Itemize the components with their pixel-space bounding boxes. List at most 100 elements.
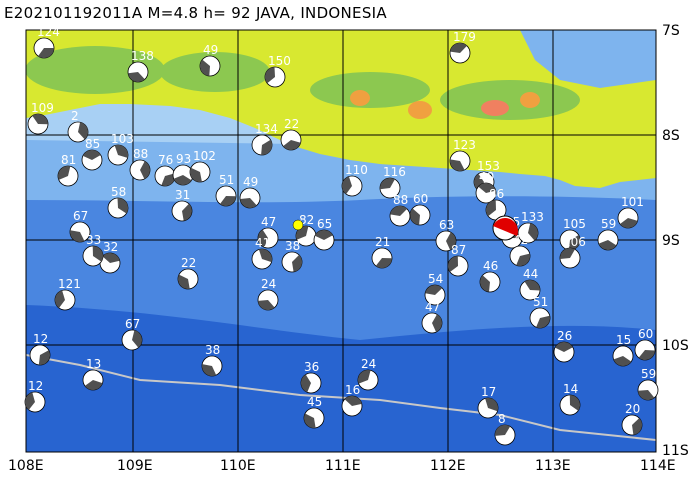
event-marker[interactable] (257, 227, 279, 249)
event-label: 93 (176, 152, 191, 166)
event-marker[interactable] (215, 185, 237, 207)
lon-axis: 108E 109E 110E 111E 112E 113E 114E (8, 458, 676, 474)
event-marker[interactable] (239, 187, 261, 209)
event-marker[interactable] (281, 251, 303, 273)
event-marker[interactable] (54, 289, 76, 311)
event-marker[interactable] (67, 121, 89, 143)
target-event[interactable] (492, 215, 518, 241)
event-marker[interactable] (257, 289, 279, 311)
lon-label: 113E (535, 458, 571, 474)
event-label: 47 (425, 300, 440, 314)
event-label: 59 (641, 367, 656, 381)
event-marker[interactable] (201, 355, 223, 377)
event-marker[interactable] (479, 271, 501, 293)
event-marker[interactable] (82, 245, 104, 267)
event-marker[interactable] (597, 229, 619, 251)
event-marker[interactable] (27, 113, 49, 135)
event-marker[interactable] (424, 284, 446, 306)
event-label: 59 (601, 217, 616, 231)
event-marker[interactable] (447, 255, 469, 277)
event-label: 24 (361, 357, 376, 371)
event-marker[interactable] (172, 164, 194, 186)
event-label: 47 (261, 215, 276, 229)
event-marker[interactable] (280, 129, 302, 151)
highland-4 (440, 80, 580, 120)
event-marker[interactable] (313, 229, 335, 251)
event-label: 60 (413, 192, 428, 206)
event-marker[interactable] (82, 369, 104, 391)
event-label: 101 (621, 195, 644, 209)
event-marker[interactable] (477, 397, 499, 419)
event-label: 88 (133, 147, 148, 161)
event-marker[interactable] (617, 207, 639, 229)
event-marker[interactable] (559, 394, 581, 416)
event-marker[interactable] (449, 42, 471, 64)
event-marker[interactable] (559, 229, 581, 251)
event-marker[interactable] (634, 339, 656, 361)
event-marker[interactable] (621, 414, 643, 436)
event-marker[interactable] (264, 66, 286, 88)
event-marker[interactable] (24, 391, 46, 413)
event-marker[interactable] (69, 221, 91, 243)
event-marker[interactable] (409, 204, 431, 226)
event-marker[interactable] (129, 159, 151, 181)
grid (25, 29, 657, 453)
event-marker[interactable] (33, 37, 55, 59)
event-label: 133 (521, 210, 544, 224)
event-marker[interactable] (177, 268, 199, 290)
map-title: E202101192011A M=4.8 h= 92 JAVA, INDONES… (4, 4, 387, 22)
event-marker[interactable] (519, 279, 541, 301)
event-marker[interactable] (494, 424, 516, 446)
event-marker[interactable] (475, 182, 497, 204)
event-marker[interactable] (485, 199, 507, 221)
event-marker[interactable] (154, 165, 176, 187)
event-label: 40 (479, 170, 494, 184)
event-marker[interactable] (435, 230, 457, 252)
event-marker[interactable] (421, 312, 443, 334)
event-marker[interactable] (251, 248, 273, 270)
event-label: 41 (255, 236, 270, 250)
event-marker[interactable] (107, 144, 129, 166)
event-marker[interactable] (509, 245, 531, 267)
event-label: 87 (451, 243, 466, 257)
event-label: 51 (219, 173, 234, 187)
event-marker[interactable] (559, 247, 581, 269)
event-marker[interactable] (107, 197, 129, 219)
event-label: 106 (563, 235, 586, 249)
event-marker[interactable] (127, 61, 149, 83)
lat-label: 9S (662, 233, 680, 249)
event-marker[interactable] (612, 345, 634, 367)
event-label: 102 (193, 149, 216, 163)
event-marker[interactable] (553, 341, 575, 363)
event-marker[interactable] (29, 344, 51, 366)
event-marker[interactable] (251, 134, 273, 156)
event-marker[interactable] (199, 55, 221, 77)
lat-axis: 7S 8S 9S 10S 11S (662, 23, 689, 459)
event-marker[interactable] (389, 205, 411, 227)
event-marker[interactable] (529, 307, 551, 329)
event-label: 49 (203, 43, 218, 57)
event-marker[interactable] (171, 200, 193, 222)
event-marker[interactable] (341, 175, 363, 197)
event-marker[interactable] (449, 150, 471, 172)
lat-label: 10S (662, 338, 689, 354)
event-label: 121 (58, 277, 81, 291)
event-label: 36 (304, 360, 319, 374)
event-marker[interactable] (637, 379, 659, 401)
event-label: 86 (489, 187, 504, 201)
event-marker[interactable] (357, 369, 379, 391)
event-marker[interactable] (303, 407, 325, 429)
event-marker[interactable] (517, 222, 539, 244)
event-marker[interactable] (371, 247, 393, 269)
event-marker[interactable] (341, 395, 363, 417)
event-label: 22 (181, 256, 196, 270)
event-label: 12 (28, 379, 43, 393)
event-marker[interactable] (81, 149, 103, 171)
event-marker[interactable] (121, 329, 143, 351)
event-marker[interactable] (189, 161, 211, 183)
event-marker[interactable] (57, 165, 79, 187)
event-marker[interactable] (379, 177, 401, 199)
event-marker[interactable] (300, 372, 322, 394)
